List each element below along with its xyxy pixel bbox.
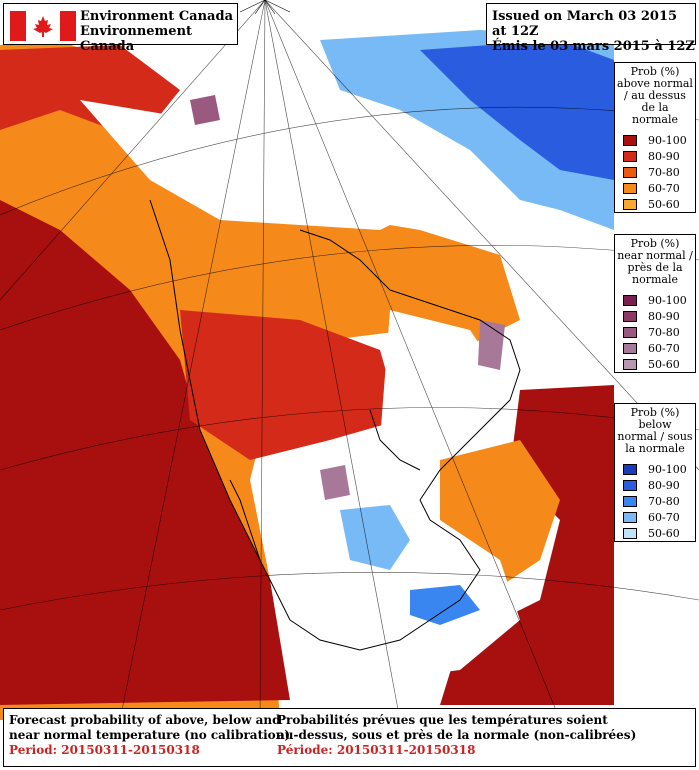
- organization-box: Environment Canada Environnement Canada: [3, 3, 238, 54]
- legend-row: 70-80: [615, 493, 695, 509]
- legend-label: 90-100: [648, 133, 687, 147]
- legend-title: Prob (%) above normal / au dessus de la …: [617, 65, 693, 126]
- above-normal-region-atlantic: [440, 385, 614, 705]
- legend-swatch: [623, 294, 637, 306]
- near-normal-patch-3: [190, 95, 220, 125]
- footer-fr-line2: au-dessus, sous et près de la normale (n…: [277, 728, 637, 742]
- legend-above-normal: Prob (%) above normal / au dessus de la …: [614, 62, 696, 213]
- legend-swatch: [623, 358, 637, 370]
- legend-row: 90-100: [615, 292, 695, 308]
- legend-row: 90-100: [615, 461, 695, 477]
- legend-swatch: [623, 134, 637, 146]
- legend-swatch: [623, 326, 637, 338]
- legend-label: 50-60: [648, 526, 680, 540]
- legend-row: 60-70: [615, 340, 695, 356]
- legend-label: 80-90: [648, 309, 680, 323]
- legend-row: 70-80: [615, 164, 695, 180]
- legend-row: 50-60: [615, 196, 695, 212]
- organization-name: Environment Canada Environnement Canada: [80, 9, 237, 54]
- legend-swatch: [623, 463, 637, 475]
- legend-row: 70-80: [615, 324, 695, 340]
- legend-label: 70-80: [648, 325, 680, 339]
- legend-swatch: [623, 310, 637, 322]
- above-normal-region-central: [180, 310, 400, 460]
- legend-title: Prob (%) near normal / près de la normal…: [617, 237, 693, 286]
- near-normal-east: [380, 310, 510, 460]
- legend-swatch: [623, 166, 637, 178]
- graticule: [0, 0, 699, 721]
- footer-english: Forecast probability of above, below and…: [9, 713, 290, 758]
- legend-label: 60-70: [648, 341, 680, 355]
- legend-swatch: [623, 342, 637, 354]
- footer-en-line1: Forecast probability of above, below and: [9, 713, 281, 727]
- issued-date-en: Issued on March 03 2015 at 12Z: [492, 9, 678, 39]
- footer-en-line2: near normal temperature (no calibration): [9, 728, 291, 742]
- near-normal-patch-2: [320, 465, 350, 500]
- organization-name-fr: Environnement Canada: [80, 24, 193, 54]
- legend-label: 60-70: [648, 510, 680, 524]
- legend-label: 70-80: [648, 494, 680, 508]
- legend-swatch: [623, 495, 637, 507]
- below-normal-gulf: [410, 585, 480, 625]
- below-normal-mexico: [340, 505, 410, 570]
- legend-label: 80-90: [648, 478, 680, 492]
- legend-title: Prob (%) below normal / sous la normale: [617, 406, 693, 455]
- legend-label: 70-80: [648, 165, 680, 179]
- footer-fr-period: Période: 20150311-20150318: [277, 743, 476, 757]
- legend-row: 60-70: [615, 509, 695, 525]
- coastlines: [149, 199, 521, 651]
- legend-swatch: [623, 527, 637, 539]
- legend-below-normal: Prob (%) below normal / sous la normale …: [614, 403, 696, 542]
- legend-row: 80-90: [615, 148, 695, 164]
- issued-box: Issued on March 03 2015 at 12Z Émis le 0…: [486, 3, 696, 54]
- issued-date-fr: Émis le 03 mars 2015 à 12Z: [492, 39, 695, 54]
- legend-label: 50-60: [648, 197, 680, 211]
- footer-french: Probabilités prévues que les température…: [277, 713, 636, 758]
- legend-row: 80-90: [615, 308, 695, 324]
- footer-en-period: Period: 20150311-20150318: [9, 743, 200, 757]
- near-normal-arctic: [80, 100, 420, 230]
- legend-label: 50-60: [648, 357, 680, 371]
- legend-row: 50-60: [615, 525, 695, 541]
- footer-fr-line1: Probabilités prévues que les température…: [277, 713, 608, 727]
- legend-swatch: [623, 198, 637, 210]
- legend-row: 50-60: [615, 356, 695, 372]
- legend-swatch: [623, 150, 637, 162]
- legend-label: 90-100: [648, 462, 687, 476]
- canada-flag-icon: [10, 11, 76, 41]
- legend-row: 80-90: [615, 477, 695, 493]
- legend-near-normal: Prob (%) near normal / près de la normal…: [614, 234, 696, 373]
- footer-box: Forecast probability of above, below and…: [3, 708, 696, 767]
- legend-swatch: [623, 511, 637, 523]
- north-pole-marker: [239, 0, 291, 15]
- legend-row: 60-70: [615, 180, 695, 196]
- legend-label: 90-100: [648, 293, 687, 307]
- organization-name-en: Environment Canada: [80, 9, 233, 24]
- legend-label: 60-70: [648, 181, 680, 195]
- legend-row: 90-100: [615, 132, 695, 148]
- legend-swatch: [623, 479, 637, 491]
- legend-label: 80-90: [648, 149, 680, 163]
- legend-swatch: [623, 182, 637, 194]
- below-normal-core-northeast: [420, 40, 614, 180]
